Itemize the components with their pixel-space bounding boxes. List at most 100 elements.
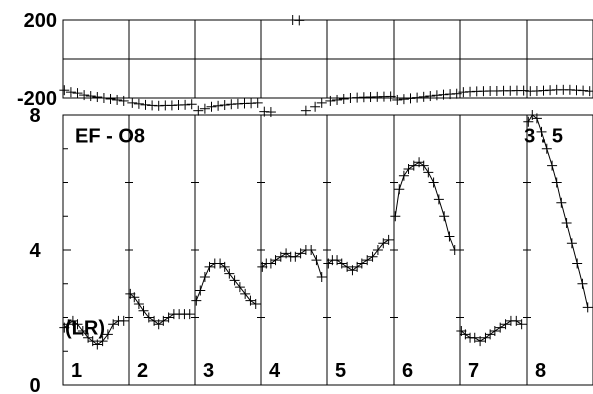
residual-point [65, 87, 76, 98]
data-point [290, 251, 301, 262]
residual-point [325, 95, 336, 106]
data-point [378, 238, 389, 249]
data-point [245, 295, 256, 306]
data-point [475, 336, 486, 347]
y-tick-label: 4 [29, 240, 41, 262]
y-tick-label: 8 [29, 105, 40, 127]
data-point [572, 258, 583, 269]
residual-point [392, 94, 403, 105]
residual-point [133, 98, 144, 109]
residual-point [59, 85, 70, 96]
residual-point [98, 93, 109, 103]
data-point [158, 315, 169, 326]
data-point [523, 116, 534, 127]
data-point [204, 261, 215, 272]
data-point [102, 329, 113, 340]
data-point [418, 160, 429, 171]
panel-label: 7 [468, 360, 479, 382]
data-point [195, 285, 206, 296]
residual-point [180, 99, 191, 110]
series-line [129, 293, 190, 325]
data-point [108, 319, 119, 330]
panel-label: 6 [402, 360, 413, 382]
tick-marks [63, 19, 531, 386]
data-point [336, 258, 347, 269]
data-point [250, 299, 261, 309]
residual-point [186, 99, 197, 110]
residual-point [578, 85, 589, 96]
data-point [383, 234, 394, 245]
data-point [219, 261, 230, 272]
panel-dividers [63, 20, 593, 385]
residual-point [105, 93, 116, 104]
y-tick-label: 200 [24, 10, 57, 32]
data-point [541, 143, 552, 154]
data-point [511, 315, 522, 326]
data-point [403, 164, 414, 174]
data-point [362, 255, 373, 266]
panel-label: 8 [535, 360, 546, 382]
data-point [191, 295, 202, 306]
data-point [495, 322, 506, 333]
data-point [561, 218, 572, 228]
data-point [229, 275, 240, 286]
data-point [163, 312, 174, 323]
data-point [311, 255, 322, 266]
data-points [59, 15, 593, 350]
residual-point [199, 103, 210, 114]
y-tick-label: 0 [29, 375, 40, 394]
plot-frames [62, 19, 593, 386]
residual-point [425, 91, 436, 102]
panel-label: 3 [203, 360, 214, 382]
panel-label: 4 [269, 360, 281, 382]
residual-point [118, 95, 129, 106]
data-point [582, 302, 593, 313]
residual-point [265, 107, 276, 118]
residual-point [431, 90, 442, 101]
residual-point [140, 99, 151, 110]
data-point [547, 160, 558, 171]
data-point [356, 258, 367, 269]
data-point [469, 332, 480, 343]
data-point [398, 170, 409, 181]
residual-point [418, 91, 429, 102]
data-point [118, 315, 129, 326]
residual-point [85, 91, 96, 102]
residual-point [438, 89, 449, 100]
panel-label: 2 [137, 360, 148, 382]
data-point [342, 261, 353, 272]
residual-point [518, 85, 529, 96]
data-point [394, 184, 405, 195]
data-point [270, 255, 281, 266]
data-point [408, 160, 419, 171]
data-point [138, 305, 149, 316]
series-line [327, 239, 389, 271]
data-point [428, 177, 439, 188]
data-point [199, 272, 210, 282]
residual-point [300, 105, 311, 116]
data-point [133, 299, 144, 309]
residual-point [398, 94, 409, 105]
data-point [143, 312, 154, 323]
residual-point [112, 94, 123, 105]
data-point [433, 194, 444, 205]
data-point [316, 272, 327, 282]
data-point [224, 268, 235, 279]
residual-point [92, 92, 103, 103]
residual-point [213, 100, 224, 111]
data-point [489, 326, 500, 336]
data-point [531, 113, 542, 124]
data-point [500, 319, 511, 330]
data-point [444, 231, 455, 242]
panel-label: 1 [71, 360, 82, 382]
residual-point [219, 100, 230, 111]
residual-point [332, 94, 343, 105]
residual-point [72, 88, 83, 99]
residual-point [252, 97, 263, 108]
data-point [577, 278, 588, 289]
data-point [306, 245, 317, 255]
data-point [566, 238, 577, 249]
data-point [439, 211, 450, 222]
